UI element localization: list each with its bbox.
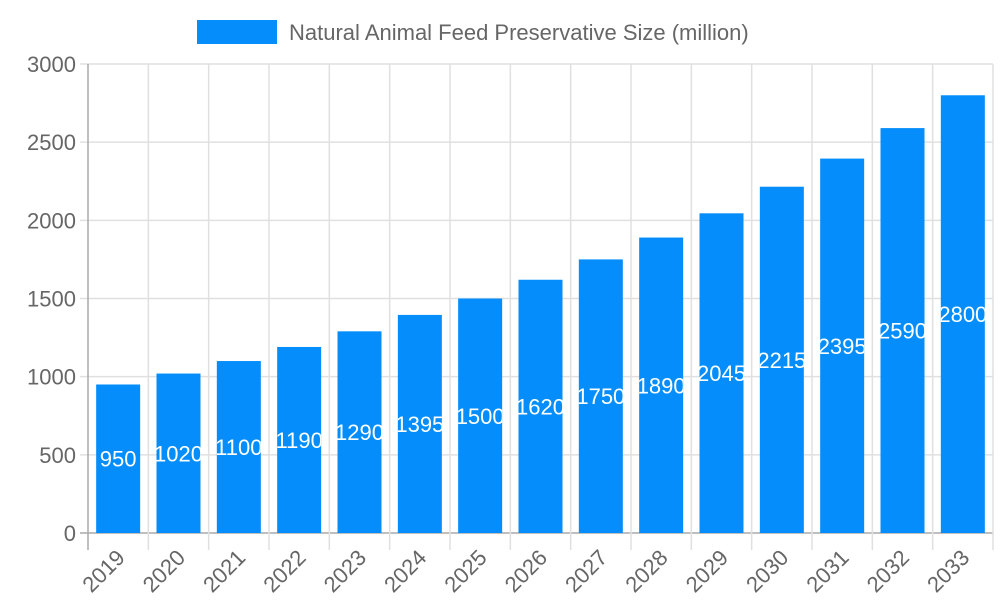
data-label: 2045 [697, 361, 746, 386]
y-tick-label: 3000 [27, 52, 76, 77]
x-tick-label: 2027 [560, 545, 612, 597]
data-label: 1290 [335, 420, 384, 445]
y-tick-label: 500 [39, 443, 76, 468]
bar [277, 346, 322, 533]
x-tick-label: 2022 [258, 545, 310, 597]
data-label: 1500 [456, 404, 505, 429]
data-label: 1020 [154, 441, 203, 466]
x-tick-label: 2028 [620, 545, 672, 597]
data-label: 1750 [576, 384, 625, 409]
data-label: 1620 [516, 394, 565, 419]
legend[interactable]: Natural Animal Feed Preservative Size (m… [197, 20, 749, 45]
data-label: 1890 [637, 373, 686, 398]
bar [940, 95, 985, 534]
bar [639, 237, 684, 533]
y-tick-label: 2500 [27, 130, 76, 155]
x-tick-label: 2030 [741, 545, 793, 597]
x-tick-label: 2023 [319, 545, 371, 597]
data-label: 2215 [757, 348, 806, 373]
y-tick-label: 1000 [27, 365, 76, 390]
legend-label: Natural Animal Feed Preservative Size (m… [289, 20, 749, 45]
data-label: 2800 [938, 302, 987, 327]
bar [759, 186, 804, 533]
x-tick-label: 2032 [862, 545, 914, 597]
y-tick-label: 1500 [27, 287, 76, 312]
y-tick-label: 2000 [27, 208, 76, 233]
x-tick-label: 2026 [500, 545, 552, 597]
x-tick-label: 2029 [681, 545, 733, 597]
data-label: 2395 [818, 334, 867, 359]
bar [337, 331, 382, 533]
data-label: 2590 [878, 319, 927, 344]
legend-swatch [197, 20, 277, 44]
bar [518, 279, 563, 533]
bar [397, 314, 442, 533]
bar [578, 259, 623, 533]
x-tick-label: 2031 [801, 545, 853, 597]
x-tick-label: 2025 [439, 545, 491, 597]
x-tick-label: 2024 [379, 545, 431, 597]
bar [96, 384, 141, 533]
bar [216, 361, 261, 533]
x-tick-label: 2019 [77, 545, 129, 597]
data-label: 950 [100, 447, 137, 472]
x-tick-label: 2021 [198, 545, 250, 597]
data-label: 1395 [395, 412, 444, 437]
data-label: 1190 [276, 428, 323, 453]
data-label: 1100 [215, 435, 262, 460]
y-tick-label: 0 [64, 521, 76, 546]
bar [156, 373, 201, 533]
bar [458, 298, 503, 533]
bar [820, 158, 865, 533]
x-tick-label: 2020 [138, 545, 190, 597]
bar [699, 213, 744, 533]
x-tick-label: 2033 [922, 545, 974, 597]
bar [880, 128, 925, 533]
